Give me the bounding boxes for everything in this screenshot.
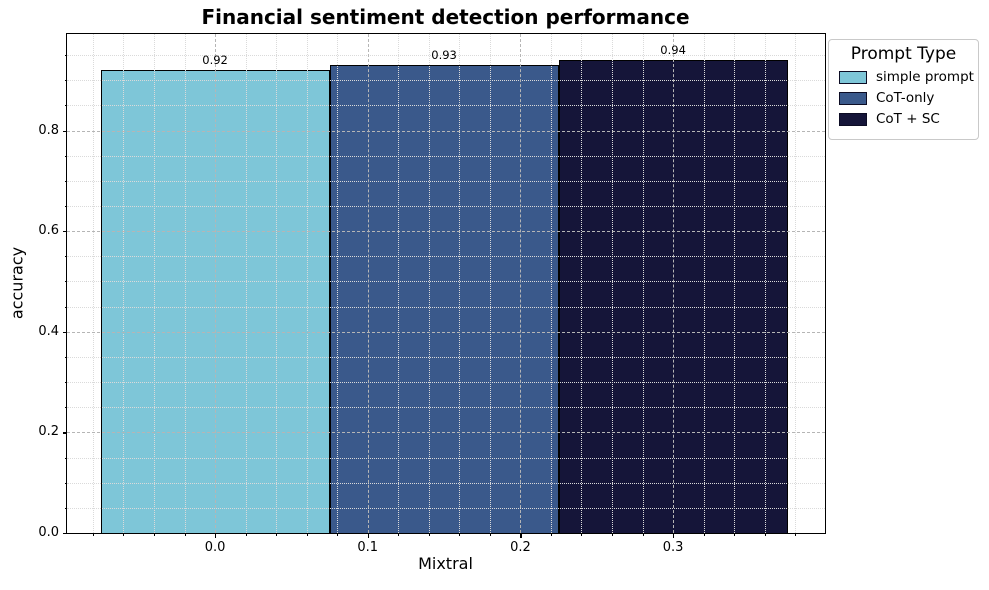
y-tick-label: 0.6 bbox=[38, 223, 59, 239]
bar-cot-only bbox=[329, 65, 559, 533]
legend-items: simple prompt CoT-only CoT + SC bbox=[837, 69, 974, 127]
x-tick-label: 0.1 bbox=[357, 540, 379, 555]
legend-swatch-icon bbox=[839, 112, 867, 126]
chart-title: Financial sentiment detection performanc… bbox=[201, 5, 690, 29]
bar-cot-sc bbox=[558, 60, 788, 533]
legend-item: simple prompt bbox=[839, 69, 974, 85]
y-tick-label: 0.0 bbox=[38, 525, 59, 540]
legend-swatch-icon bbox=[839, 70, 867, 84]
legend-item-label: simple prompt bbox=[876, 69, 974, 85]
legend-title: Prompt Type bbox=[850, 44, 957, 64]
x-tick-label: 0.2 bbox=[510, 540, 531, 555]
gridline-minor-vertical bbox=[92, 34, 94, 533]
x-tick-label: 0.3 bbox=[662, 540, 684, 555]
bar-value-label: 0.92 bbox=[202, 53, 228, 68]
legend-swatch-icon bbox=[839, 91, 867, 105]
bar-value-label: 0.93 bbox=[431, 48, 457, 63]
legend-item: CoT-only bbox=[839, 90, 970, 106]
y-axis-label: accuracy bbox=[7, 246, 27, 320]
y-tick-label: 0.4 bbox=[38, 323, 59, 339]
gridline-minor-vertical bbox=[795, 34, 797, 533]
legend-item: CoT + SC bbox=[839, 111, 970, 127]
x-tick-label: 0.0 bbox=[204, 540, 226, 555]
legend-item-label: CoT-only bbox=[876, 90, 935, 106]
bar-simple-prompt bbox=[100, 70, 330, 533]
x-axis-label: Mixtral bbox=[418, 554, 473, 573]
y-tick-label: 0.8 bbox=[38, 122, 59, 138]
plot-area: 0.92 0.93 0.94 bbox=[66, 33, 826, 534]
legend: Prompt Type simple prompt CoT-only CoT + S… bbox=[828, 39, 979, 140]
legend-item-label: CoT + SC bbox=[876, 111, 940, 127]
bar-value-label: 0.94 bbox=[660, 43, 686, 58]
y-tick-label: 0.2 bbox=[38, 424, 59, 440]
